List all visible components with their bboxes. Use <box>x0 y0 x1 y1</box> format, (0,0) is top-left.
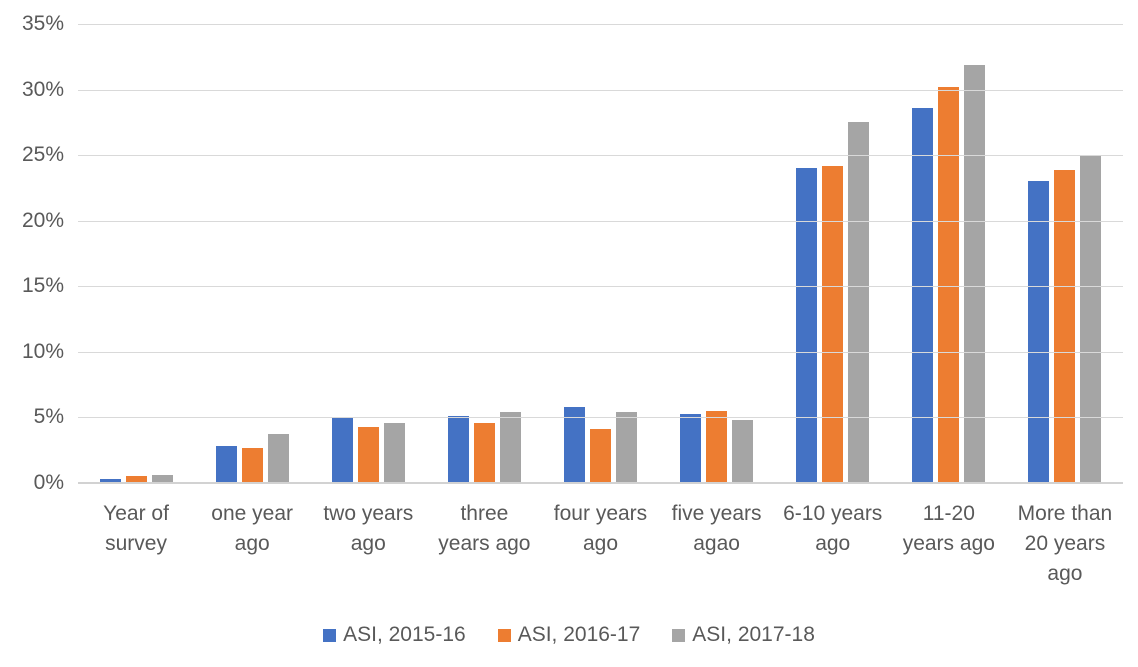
y-tick-label: 35% <box>21 12 64 35</box>
legend-item: ASI, 2015-16 <box>323 623 466 647</box>
bar-group <box>78 24 194 483</box>
bar <box>125 476 147 483</box>
y-tick-label: 25% <box>21 143 64 167</box>
bar-group <box>426 24 542 483</box>
bar <box>822 165 844 483</box>
bar <box>796 168 818 483</box>
bar <box>357 426 379 483</box>
bar <box>563 406 585 483</box>
bar-group <box>194 24 310 483</box>
bar-group <box>1007 24 1123 483</box>
y-tick-label: 10% <box>21 339 64 363</box>
x-category-label: Year of survey <box>103 502 169 555</box>
x-category-label: 6-10 years ago <box>783 502 883 555</box>
x-category-label: five years agao <box>671 502 762 555</box>
x-category-label: two years ago <box>323 502 414 555</box>
bar <box>938 86 960 483</box>
bar <box>848 122 870 483</box>
bar <box>267 434 289 483</box>
bar-group <box>891 24 1007 483</box>
x-category-label: four years ago <box>553 502 648 555</box>
legend-swatch-icon <box>323 628 337 642</box>
y-tick-label: 0% <box>33 471 64 494</box>
bar <box>473 422 495 483</box>
bar <box>732 420 754 483</box>
legend-item: ASI, 2017-18 <box>672 623 815 647</box>
y-tick-label: 15% <box>21 274 64 298</box>
plot-area <box>78 24 1123 484</box>
x-category-label: three years ago <box>438 502 531 555</box>
bar <box>215 446 237 483</box>
x-category-label: More than 20 years ago <box>1017 502 1113 585</box>
bar <box>615 412 637 483</box>
bar <box>241 447 263 483</box>
x-category-label: one year ago <box>211 502 294 555</box>
gridline <box>78 89 1123 91</box>
bars-layer <box>78 24 1123 483</box>
bar-group <box>659 24 775 483</box>
legend-item: ASI, 2016-17 <box>497 623 641 647</box>
bar <box>383 422 405 483</box>
bar <box>1080 155 1102 483</box>
gridline <box>78 417 1123 419</box>
bar <box>964 64 986 483</box>
legend-label: ASI, 2015-16 <box>343 623 466 646</box>
bar <box>680 413 702 483</box>
bar <box>447 416 469 483</box>
x-axis-labels: Year of survey one year ago two years ago t… <box>78 499 1123 589</box>
legend-swatch-icon <box>672 628 686 642</box>
bar <box>99 479 121 483</box>
gridline <box>78 351 1123 353</box>
gridline <box>78 24 1123 25</box>
x-category-label: 11-20 years ago <box>902 502 995 555</box>
x-axis-line <box>78 482 1123 484</box>
bar-group <box>310 24 426 483</box>
gridline <box>78 155 1123 157</box>
y-tick-label: 30% <box>21 77 64 101</box>
bar <box>331 417 353 483</box>
gridline <box>78 220 1123 222</box>
bar <box>151 475 173 483</box>
bar-group <box>542 24 658 483</box>
bar <box>912 107 934 483</box>
legend-label: ASI, 2017-18 <box>692 623 815 646</box>
bar-group <box>775 24 891 483</box>
bar <box>1054 169 1076 483</box>
y-tick-label: 5% <box>33 405 64 429</box>
y-axis: 0% 5% 10% 15% 20% 25% 30% 35% <box>0 12 64 494</box>
y-tick-label: 20% <box>21 208 64 232</box>
gridline <box>78 286 1123 288</box>
legend-label: ASI, 2016-17 <box>517 623 641 646</box>
legend: ASI, 2015-16 ASI, 2016-17 ASI, 2017-18 <box>0 623 1138 647</box>
bar <box>706 410 728 483</box>
bar <box>1028 181 1050 483</box>
legend-swatch-icon <box>497 628 511 642</box>
bar <box>499 412 521 483</box>
bar <box>589 429 611 483</box>
